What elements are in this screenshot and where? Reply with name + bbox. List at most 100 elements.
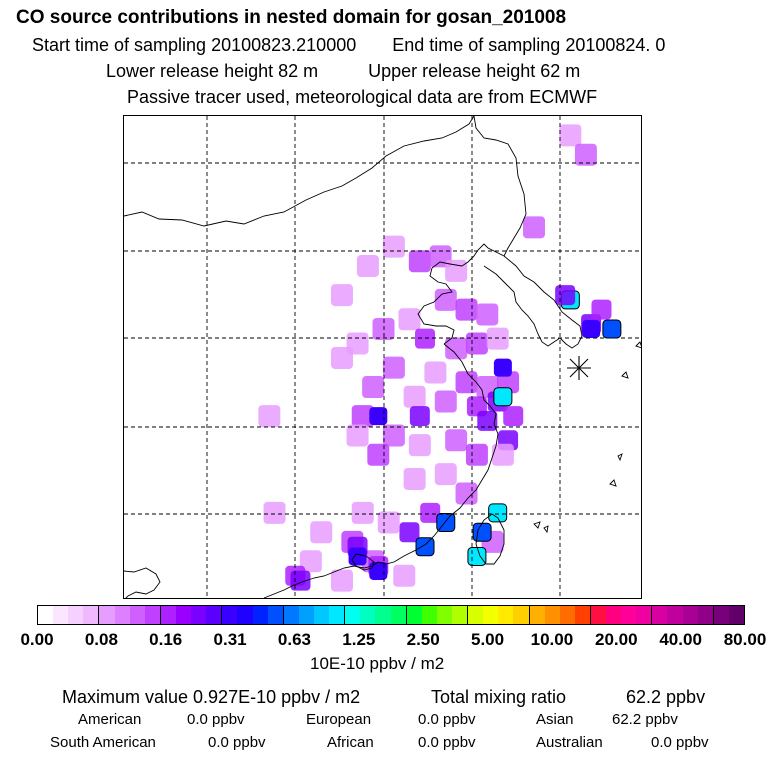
colorbar-swatch [529,606,545,624]
total-mixing-value: 62.2 ppbv [626,687,706,707]
concentration-cell [351,501,374,524]
colorbar-swatch [68,606,84,624]
region-value-australian: 0.0 ppbv [651,734,709,751]
colorbar-swatch [713,606,729,624]
concentration-cell [382,424,405,447]
colorbar-swatch [313,606,330,624]
concentration-cell [377,511,400,534]
max-value-label: Maximum value 0.927E-10 ppbv / m2 [62,687,361,707]
concentration-cell [299,550,322,573]
colorbar-swatch [606,606,622,624]
concentration-cell [399,522,420,543]
colorbar-tick-label: 10.00 [530,630,574,649]
start-time-label: Start time of sampling 20100823.210000 [32,35,357,55]
concentration-cell [503,406,524,427]
bohai-coast [417,261,463,345]
concentration-cell [574,143,597,166]
colorbar [37,605,745,625]
colorbar-tick-label: 0.31 [213,630,247,649]
colorbar-tick-label: 0.63 [277,630,311,649]
colorbar-swatch [237,606,253,624]
concentration-cell [420,502,441,523]
summary-line: Maximum value 0.927E-10 ppbv / m2 [62,688,360,706]
total-mixing-label: Total mixing ratio [431,687,567,707]
concentration-cell [346,424,369,447]
colorbar-tick-label: 80.00 [723,630,767,649]
concentration-cell [290,570,311,591]
concentration-cell [369,407,388,426]
concentration-cell [591,299,612,320]
concentration-cell [348,547,367,566]
concentration-cell [351,405,374,428]
colorbar-swatch [636,606,653,624]
china-east-coast [263,343,499,598]
colorbar-swatch [222,606,238,624]
colorbar-swatch [468,606,484,624]
colorbar-swatch [559,606,575,624]
concentration-cell [582,319,601,338]
taiwan-island [475,513,505,565]
concentration-cell [330,284,353,307]
concentration-cell [523,216,546,239]
colorbar-swatch [667,606,683,624]
concentration-cell [434,288,457,311]
concentration-cell [445,337,468,360]
northwest-border [124,567,161,598]
concentration-cell [356,255,379,278]
concentration-cell [434,390,457,413]
region-value-african: 0.0 ppbv [418,734,476,751]
colorbar-swatch [406,606,422,624]
concentration-cell [445,259,468,282]
colorbar-swatch [345,606,361,624]
colorbar-swatch [206,606,223,624]
colorbar-swatch [329,606,346,624]
concentration-cell [367,443,390,466]
lower-release-label: Lower release height 82 m [106,61,319,81]
colorbar-swatch [83,606,100,624]
concentration-cell [408,250,431,273]
russia-border [473,116,527,257]
asterisk-icon [567,356,591,380]
concentration-cell [408,434,431,457]
concentration-cell [434,463,457,486]
colorbar-swatch [360,606,376,624]
concentration-cell [393,564,416,587]
region-name-european: European [306,711,372,728]
concentration-cell [369,561,388,580]
region-value-european: 0.0 ppbv [418,711,476,728]
concentration-cell [382,356,405,379]
concentration-cell [465,332,488,355]
concentration-cell [382,235,405,258]
colorbar-swatch [144,606,161,624]
region-value-american: 0.0 ppbv [187,711,245,728]
concentration-cell [258,405,281,428]
colorbar-swatch [451,606,469,624]
concentration-cell [493,358,512,377]
concentration-cell [472,522,492,542]
concentration-cell [455,371,478,394]
colorbar-swatch [544,606,560,624]
concentration-cell [467,546,487,566]
colorbar-swatch [390,606,407,624]
colorbar-swatch [191,606,207,624]
concentration-cell [330,569,353,592]
colorbar-swatch [267,606,284,624]
hainan-island [351,553,375,571]
concentration-cell [488,503,508,523]
mongolia-border [124,116,475,227]
concentration-cell [486,327,509,350]
japan-islands [533,341,641,534]
region-value-south-american: 0.0 ppbv [208,734,266,751]
concentration-cell [455,482,478,505]
concentration-cell [602,319,622,339]
sampling-time-line: Start time of sampling 20100823.210000 En… [32,36,665,54]
korea-border [461,243,505,267]
concentration-cell [559,124,582,147]
region-name-american: American [78,711,142,728]
concentration-cell [455,298,478,321]
colorbar-swatch [252,606,268,624]
concentration-cell [424,361,447,384]
colorbar-swatch [483,606,499,624]
colorbar-swatch [590,606,607,624]
upper-release-label: Upper release height 62 m [368,61,581,81]
